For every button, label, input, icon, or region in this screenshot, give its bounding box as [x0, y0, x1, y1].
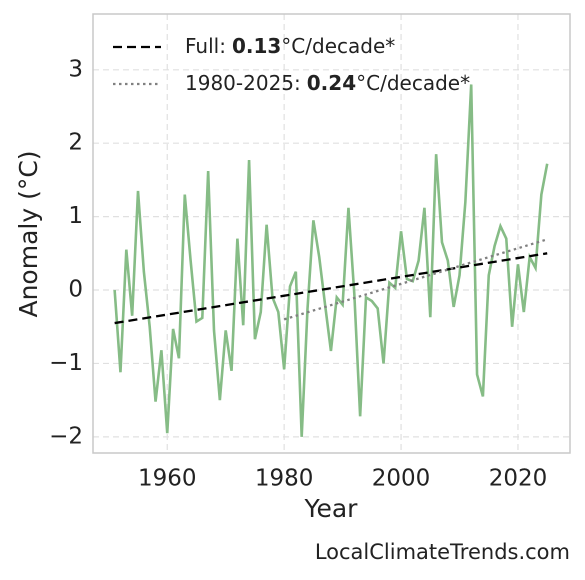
- x-tick-label: 2020: [489, 466, 548, 492]
- legend-label: Full: 0.13°C/decade*: [185, 34, 395, 58]
- legend-rate: 0.24: [307, 71, 356, 95]
- legend-rate: 0.13: [232, 34, 281, 58]
- legend-unit: °C/decade*: [356, 71, 470, 95]
- y-axis-label: Anomaly (°C): [14, 150, 43, 317]
- y-tick-label: 0: [68, 277, 83, 303]
- x-tick-label: 2000: [372, 466, 431, 492]
- series-line: [283, 238, 548, 321]
- y-tick-label: −1: [49, 350, 83, 376]
- series-line: [114, 252, 548, 325]
- legend-name: Full:: [185, 34, 226, 58]
- y-tick-label: 1: [68, 203, 83, 229]
- source: LocalClimateTrends.com: [315, 540, 570, 564]
- plot-frame: [92, 13, 571, 454]
- x-tick-label: 1980: [255, 466, 314, 492]
- y-tick-label: 2: [68, 130, 83, 156]
- x-tick-label: 1960: [138, 466, 197, 492]
- x-axis-label: Year: [304, 494, 359, 523]
- legend-unit: °C/decade*: [281, 34, 395, 58]
- legend-name: 1980-2025:: [185, 71, 301, 95]
- legend-label: 1980-2025: 0.24°C/decade*: [185, 71, 470, 95]
- series-line: [113, 84, 549, 437]
- y-tick-label: 3: [68, 56, 83, 82]
- y-tick-label: −2: [49, 423, 83, 449]
